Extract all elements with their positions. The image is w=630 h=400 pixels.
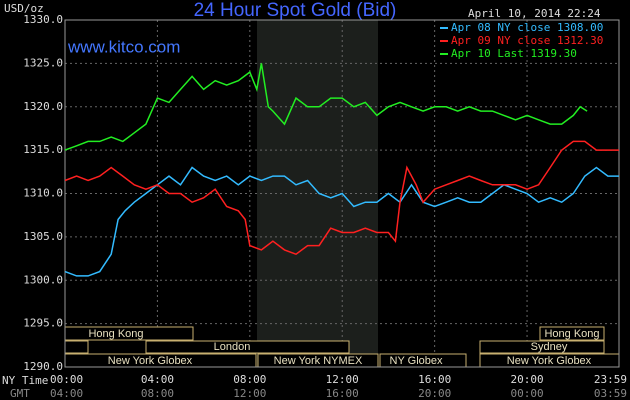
y-tick-label: 1310.0 (23, 187, 63, 200)
x-tick-label-gmt: 03:59 (594, 387, 627, 400)
legend-label: Apr 10 Last 1319.30 (451, 47, 577, 60)
y-tick-label: 1330.0 (23, 13, 63, 26)
x-row-label: GMT (10, 387, 30, 400)
timestamp: April 10, 2014 22:24 (468, 7, 601, 20)
x-tick-label: 00:00 (50, 373, 83, 386)
y-axis-label: USD/oz (4, 2, 44, 15)
x-tick-label-gmt: 04:00 (50, 387, 83, 400)
y-tick-label: 1315.0 (23, 143, 63, 156)
session-label: Sydney (531, 341, 568, 353)
x-tick-label: 04:00 (141, 373, 174, 386)
market-hours-shade (257, 20, 378, 367)
x-tick-label: 16:00 (418, 373, 451, 386)
session-label: New York NYMEX (274, 355, 363, 367)
price-line (64, 166, 619, 277)
y-tick-label: 1320.0 (23, 100, 63, 113)
x-tick-label: 23:59 (594, 373, 627, 386)
x-tick-label-gmt: 20:00 (418, 387, 451, 400)
chart-title: 24 Hour Spot Gold (Bid) (194, 0, 397, 21)
session-label: NY Globex (390, 355, 443, 367)
x-tick-label-gmt: 08:00 (141, 387, 174, 400)
y-tick-label: 1295.0 (23, 317, 63, 330)
price-line (64, 63, 588, 151)
session-box (64, 340, 89, 354)
x-tick-label: 12:00 (326, 373, 359, 386)
session-label: New York Globex (507, 355, 592, 367)
x-row-label: NY Time (2, 374, 48, 387)
y-tick-label: 1300.0 (23, 273, 63, 286)
session-box (479, 340, 605, 354)
session-label: London (214, 341, 251, 353)
y-tick-label: 1325.0 (23, 56, 63, 69)
legend-label: Apr 09 NY close 1312.30 (451, 34, 603, 47)
sessions: Hong Kong London New York Globex New Yor… (64, 326, 620, 368)
site-label: www.kitco.com (67, 37, 180, 56)
session-box (145, 340, 350, 354)
price-line (64, 140, 619, 256)
y-tick-label: 1305.0 (23, 230, 63, 243)
session-label: New York Globex (108, 355, 193, 367)
x-tick-label-gmt: 12:00 (233, 387, 266, 400)
x-tick-label-gmt: 00:00 (510, 387, 543, 400)
x-tick-label: 20:00 (510, 373, 543, 386)
session-box (539, 326, 605, 341)
session-label: Hong Kong (544, 328, 599, 340)
session-label: Hong Kong (88, 328, 143, 340)
plot-frame (64, 19, 620, 368)
x-tick-label-gmt: 16:00 (326, 387, 359, 400)
legend-label: Apr 08 NY close 1308.00 (451, 21, 603, 34)
x-tick-label: 08:00 (233, 373, 266, 386)
y-tick-label: 1290.0 (23, 360, 63, 373)
